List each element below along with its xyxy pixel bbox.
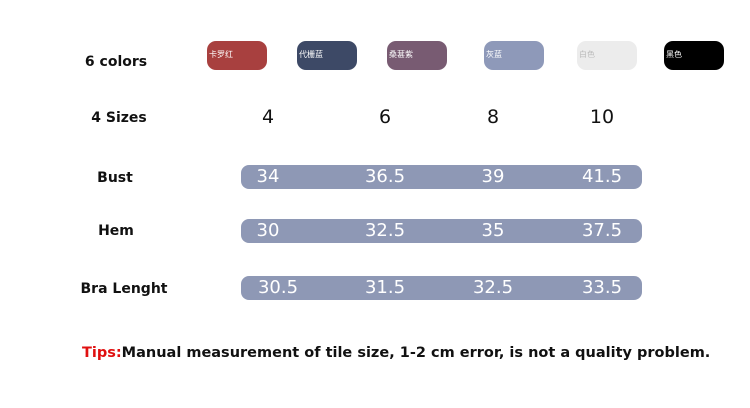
row-value: 31.5 — [364, 277, 406, 298]
row-value: 35 — [481, 220, 505, 241]
color-swatch: 代栅蓝 — [297, 41, 357, 70]
row-label: Hem — [98, 223, 134, 239]
colors-label: 6 colors — [84, 54, 148, 70]
color-swatch: 灰蓝 — [484, 41, 544, 70]
size-value: 10 — [589, 106, 615, 128]
color-swatch: 黑色 — [664, 41, 724, 70]
row-value: 39 — [481, 166, 505, 187]
row-value: 34 — [256, 166, 280, 187]
color-name: 卡罗红 — [209, 50, 233, 59]
color-name: 桑葚紫 — [389, 50, 413, 59]
row-value: 41.5 — [581, 166, 623, 187]
tips: Tips:Manual measurement of tile size, 1-… — [82, 345, 710, 361]
row-bar: 30.5 31.5 32.5 33.5 — [241, 276, 642, 300]
row-label: Bra Lenght — [80, 281, 168, 297]
tips-prefix: Tips: — [82, 345, 122, 361]
size-value: 6 — [378, 106, 392, 128]
row-value: 32.5 — [472, 277, 514, 298]
color-swatch: 白色 — [577, 41, 637, 70]
row-value: 33.5 — [581, 277, 623, 298]
color-swatch: 桑葚紫 — [387, 41, 447, 70]
row-value: 36.5 — [364, 166, 406, 187]
row-value: 32.5 — [364, 220, 406, 241]
size-value: 4 — [261, 106, 275, 128]
size-value: 8 — [486, 106, 500, 128]
color-swatch: 卡罗红 — [207, 41, 267, 70]
color-name: 代栅蓝 — [299, 50, 323, 59]
row-label: Bust — [97, 170, 133, 186]
color-name: 灰蓝 — [486, 50, 502, 59]
row-value: 37.5 — [581, 220, 623, 241]
tips-text: Manual measurement of tile size, 1-2 cm … — [121, 345, 711, 361]
row-value: 30.5 — [257, 277, 299, 298]
sizes-label: 4 Sizes — [91, 110, 147, 126]
row-value: 30 — [256, 220, 280, 241]
color-name: 黑色 — [666, 50, 682, 59]
color-name: 白色 — [579, 50, 595, 59]
row-bar: 30 32.5 35 37.5 — [241, 219, 642, 243]
row-bar: 34 36.5 39 41.5 — [241, 165, 642, 189]
